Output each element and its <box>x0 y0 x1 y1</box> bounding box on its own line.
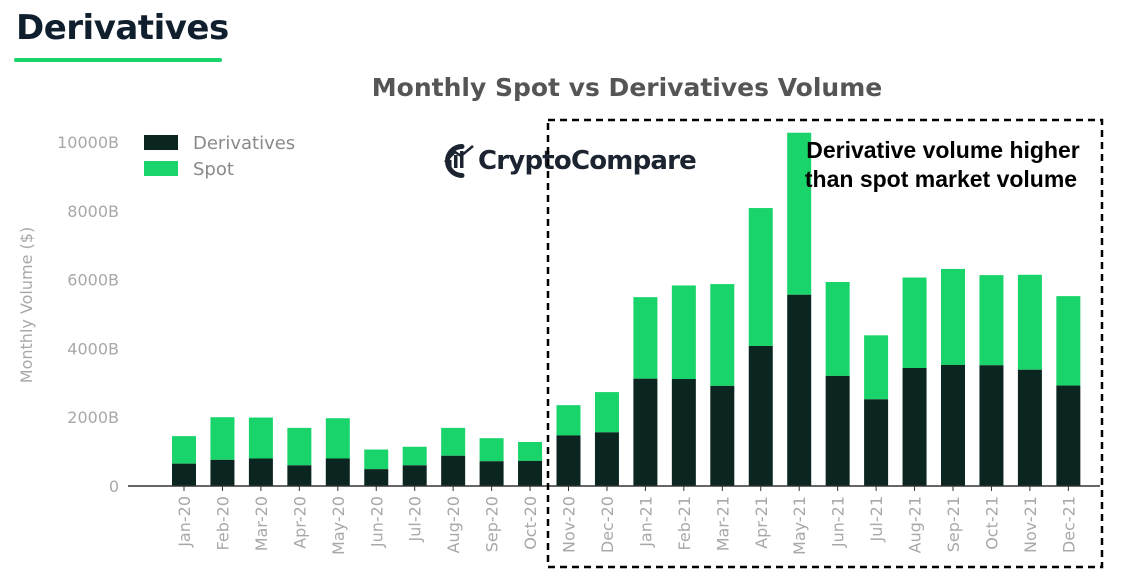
x-tick-label: Jul-21 <box>867 496 886 542</box>
x-tick-label: Nov-20 <box>560 496 579 553</box>
x-tick-label: Jun-21 <box>829 496 848 548</box>
brand-name: CryptoCompare <box>478 146 696 176</box>
bar-derivatives <box>710 385 735 486</box>
x-tick-label: May-20 <box>329 496 348 555</box>
bar-spot <box>364 449 389 470</box>
x-tick-label: May-21 <box>790 496 809 555</box>
x-tick-label: Oct-20 <box>521 496 540 550</box>
bar-derivatives <box>287 465 312 486</box>
bar-derivatives <box>979 365 1004 486</box>
bar-spot <box>748 208 773 346</box>
x-tick-label: Apr-20 <box>290 496 309 549</box>
bar-derivatives <box>787 294 812 486</box>
bar-spot <box>1017 274 1042 370</box>
x-tick-label: Apr-21 <box>752 496 771 549</box>
y-tick-label: 10000B <box>57 133 119 152</box>
bar-derivatives <box>325 458 350 486</box>
x-tick-label: Aug-20 <box>444 496 463 553</box>
y-tick-label: 2000B <box>67 408 119 427</box>
x-tick-label: Nov-21 <box>1021 496 1040 553</box>
x-tick-label: Jul-20 <box>406 496 425 542</box>
x-tick-label: Oct-21 <box>982 496 1001 550</box>
y-axis-title: Monthly Volume ($) <box>17 227 36 383</box>
chart-title: Monthly Spot vs Derivatives Volume <box>372 73 882 102</box>
x-tick-label: Mar-20 <box>252 496 271 551</box>
bar-spot <box>633 297 658 379</box>
x-tick-label: Jan-20 <box>175 496 194 548</box>
x-tick-label: Sep-21 <box>944 496 963 552</box>
y-tick-label: 0 <box>109 477 119 496</box>
y-tick-label: 6000B <box>67 271 119 290</box>
x-tick-label: Jun-20 <box>367 496 386 548</box>
bar-spot <box>248 417 273 459</box>
brand-logo: CryptoCompare <box>444 144 697 178</box>
bar-spot <box>979 275 1004 366</box>
bar-spot <box>671 285 696 380</box>
bar-spot <box>325 418 350 459</box>
bar-spot <box>941 268 965 365</box>
bar-spot <box>864 335 889 400</box>
bar-derivatives <box>633 378 658 486</box>
legend: Derivatives Spot <box>144 133 295 180</box>
bar-spot <box>825 282 850 376</box>
bar-spot <box>518 441 543 461</box>
bar-spot <box>210 417 235 460</box>
legend-label-derivatives: Derivatives <box>193 133 295 154</box>
highlight-box <box>546 118 1104 569</box>
bar-derivatives <box>825 375 850 486</box>
x-tick-label: Mar-21 <box>713 496 732 551</box>
bar-spot <box>287 427 312 466</box>
bar-spot <box>787 132 812 295</box>
bar-derivatives <box>556 435 581 486</box>
bar-spot <box>441 427 466 456</box>
x-tick-label: Jan-21 <box>636 496 655 548</box>
bar-derivatives <box>402 465 427 486</box>
bar-spot <box>902 277 927 369</box>
bar-derivatives <box>748 345 773 486</box>
x-axis: Jan-20 Feb-20 Mar-20 Apr-20 May-20 Jun-20 Jul-… <box>175 486 1078 555</box>
x-tick-label: Dec-21 <box>1059 496 1078 553</box>
bar-spot <box>402 446 427 466</box>
bar-derivatives <box>1056 385 1081 486</box>
bar-derivatives <box>671 379 696 486</box>
annotation-line-1: Derivative volume higher <box>806 137 1080 163</box>
bar-derivatives <box>364 469 389 486</box>
page-heading: Derivatives <box>16 8 229 48</box>
y-axis: 0 2000B 4000B 6000B 8000B 10000B <box>57 133 119 496</box>
heading-underline <box>14 58 222 62</box>
bar-derivatives <box>594 432 619 486</box>
x-tick-label: Feb-21 <box>675 496 694 550</box>
bar-derivatives <box>864 399 889 486</box>
x-tick-label: Feb-20 <box>213 496 232 550</box>
bar-spot <box>172 436 196 464</box>
bar-spot <box>1056 296 1081 386</box>
x-tick-label: Sep-20 <box>483 496 502 552</box>
bar-derivatives <box>248 458 273 486</box>
bar-spot <box>479 438 504 462</box>
x-tick-label: Dec-20 <box>598 496 617 553</box>
bar-spot <box>710 284 735 386</box>
legend-swatch-spot <box>144 161 178 176</box>
bar-spot <box>556 405 581 436</box>
cryptocompare-logo-icon <box>444 144 474 178</box>
bar-derivatives <box>1017 369 1042 486</box>
bar-derivatives <box>441 455 466 486</box>
y-tick-label: 8000B <box>67 202 119 221</box>
legend-label-spot: Spot <box>193 159 234 180</box>
bar-derivatives <box>172 463 196 486</box>
x-tick-label: Aug-21 <box>906 496 925 553</box>
bar-derivatives <box>902 368 927 486</box>
bar-series <box>172 132 1081 486</box>
bar-derivatives <box>518 460 543 486</box>
bar-spot <box>594 392 619 433</box>
legend-swatch-derivatives <box>144 135 178 150</box>
y-tick-label: 4000B <box>67 339 119 358</box>
bar-derivatives <box>479 461 504 486</box>
bar-derivatives <box>941 364 965 486</box>
annotation-line-2: than spot market volume <box>805 166 1077 192</box>
bar-derivatives <box>210 459 235 486</box>
